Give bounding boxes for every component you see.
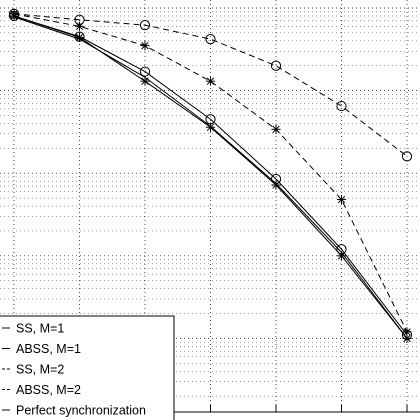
star-stroke [272,125,280,133]
legend-entry: Perfect synchronization [2,404,146,418]
series-3 [9,9,412,337]
legend-label: ABSS, M=2 [16,383,81,397]
star-stroke [403,328,411,336]
data-point-star [140,76,150,86]
legend-label: Perfect synchronization [16,404,146,418]
series-line [13,16,408,339]
data-point-circle [139,66,151,77]
legend-label: ABSS, M=1 [16,342,81,356]
data-point-star [9,9,19,19]
data-point-star [74,21,85,31]
star-stroke [403,334,411,343]
data-point-circle [401,151,413,162]
series-layer [8,8,413,343]
data-point-star [402,327,412,337]
data-point-circle [139,20,151,31]
legend-entry: SS, M=1 [2,322,64,336]
legend-entry: SS, M=2 [2,363,64,377]
star-stroke [75,33,84,42]
series-line [13,13,408,157]
data-point-star [336,194,347,205]
star-stroke [337,252,346,260]
data-point-star [74,32,85,43]
star-stroke [10,10,18,18]
star-stroke [141,41,149,50]
data-point-star [271,180,281,190]
star-stroke [337,195,346,204]
data-point-circle [205,34,216,45]
data-point-star [271,124,281,134]
legend-label: SS, M=2 [16,363,64,377]
legend-entry: ABSS, M=1 [2,342,81,356]
legend: SS, M=1 ABSS, M=1 SS, M=2 ABSS, M=2 Perfect … [0,315,175,420]
data-point-circle [336,100,347,112]
star-stroke [206,77,215,85]
legend-box [0,315,175,420]
star-stroke [272,181,280,189]
data-point-circle [270,60,282,71]
data-point-star [205,76,216,86]
legend-entry: ABSS, M=2 [2,383,81,397]
series-4 [13,16,408,339]
star-stroke [75,22,84,30]
legend-label: SS, M=1 [16,322,64,336]
star-stroke [206,123,215,131]
data-point-star [140,41,150,51]
